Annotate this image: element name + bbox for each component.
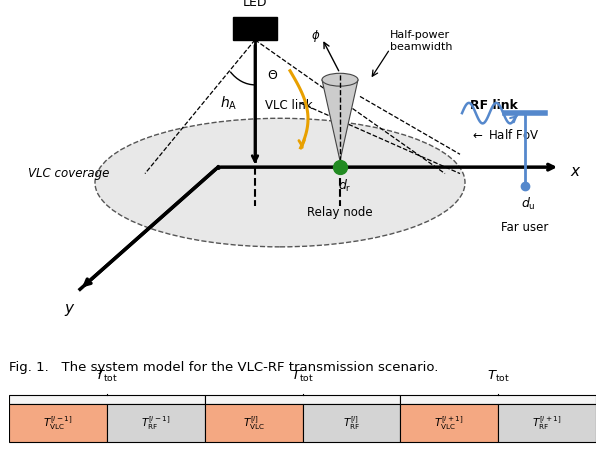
Bar <box>107 405 205 442</box>
Bar <box>205 395 400 405</box>
Text: Half-power
beamwidth: Half-power beamwidth <box>390 30 453 52</box>
Text: $T_{\mathrm{tot}}$: $T_{\mathrm{tot}}$ <box>96 369 118 383</box>
Bar <box>400 405 498 442</box>
Text: $T_{\mathrm{VLC}}^{[i]}$: $T_{\mathrm{VLC}}^{[i]}$ <box>243 414 265 432</box>
Ellipse shape <box>95 118 465 247</box>
Bar <box>9 405 107 442</box>
Text: $\leftarrow$ Half FoV: $\leftarrow$ Half FoV <box>470 128 539 142</box>
Bar <box>303 405 400 442</box>
Bar <box>205 405 303 442</box>
Text: $T_{\mathrm{VLC}}^{[i+1]}$: $T_{\mathrm{VLC}}^{[i+1]}$ <box>435 414 464 432</box>
Text: $T_{\mathrm{RF}}^{[i-1]}$: $T_{\mathrm{RF}}^{[i-1]}$ <box>141 414 170 432</box>
Bar <box>233 17 277 40</box>
Bar <box>400 395 596 405</box>
Text: VLC coverage: VLC coverage <box>28 167 110 180</box>
Text: $T_{\mathrm{VLC}}^{[i-1]}$: $T_{\mathrm{VLC}}^{[i-1]}$ <box>43 414 73 432</box>
Text: $d_{\mathrm{u}}$: $d_{\mathrm{u}}$ <box>521 195 535 212</box>
Text: Relay node: Relay node <box>307 206 373 219</box>
Text: VLC link: VLC link <box>265 99 312 112</box>
Text: Far user: Far user <box>501 221 548 234</box>
Text: $\phi$: $\phi$ <box>311 28 320 44</box>
Text: $T_{\mathrm{RF}}^{[i]}$: $T_{\mathrm{RF}}^{[i]}$ <box>343 414 360 432</box>
Ellipse shape <box>322 73 358 86</box>
Bar <box>498 405 596 442</box>
Text: $x$: $x$ <box>570 163 582 179</box>
Text: $T_{\mathrm{tot}}$: $T_{\mathrm{tot}}$ <box>487 369 509 383</box>
Text: LED: LED <box>243 0 267 9</box>
Text: Fig. 1.   The system model for the VLC-RF transmission scenario.: Fig. 1. The system model for the VLC-RF … <box>9 361 438 374</box>
Text: $d_{\mathrm{r}}$: $d_{\mathrm{r}}$ <box>338 177 352 194</box>
Bar <box>9 395 205 405</box>
Text: $y$: $y$ <box>64 302 76 318</box>
Polygon shape <box>322 80 358 161</box>
Text: $h_{\mathrm{A}}$: $h_{\mathrm{A}}$ <box>220 94 237 112</box>
Text: RF link: RF link <box>470 99 518 112</box>
Text: $T_{\mathrm{tot}}$: $T_{\mathrm{tot}}$ <box>291 369 314 383</box>
Text: $\Theta$: $\Theta$ <box>267 69 278 82</box>
Text: $T_{\mathrm{RF}}^{[i+1]}$: $T_{\mathrm{RF}}^{[i+1]}$ <box>532 414 562 432</box>
